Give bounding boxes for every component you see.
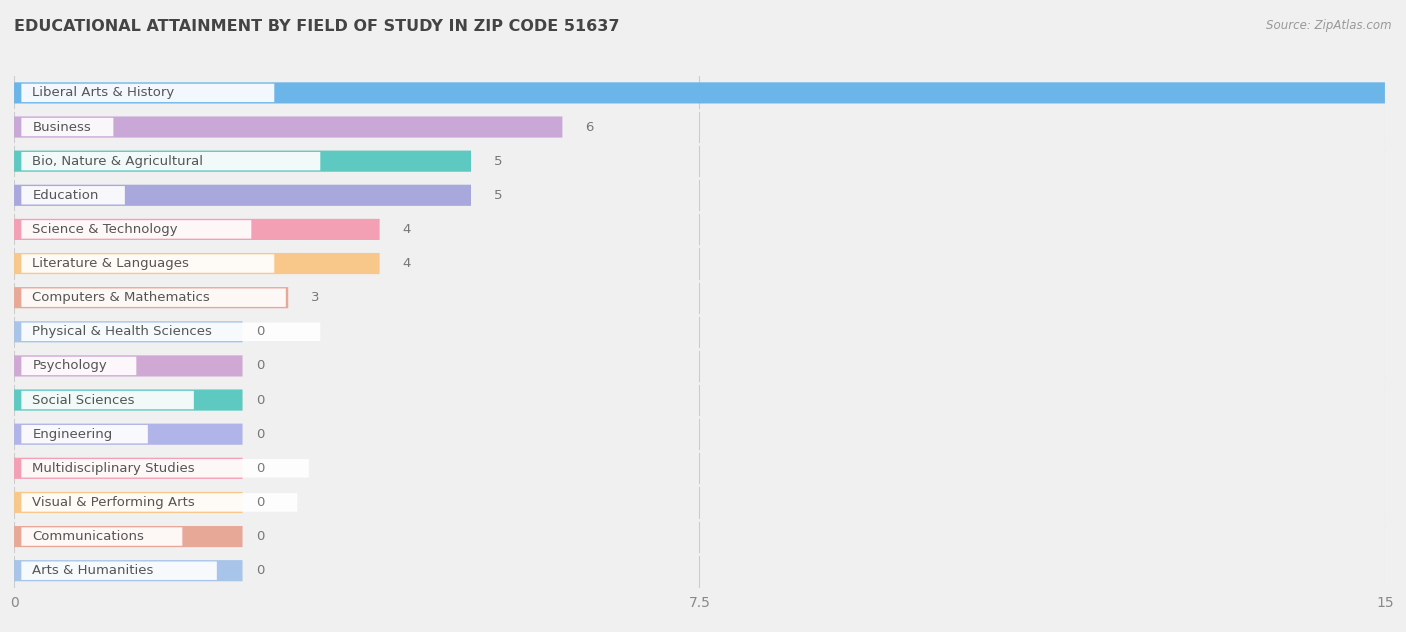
Text: 0: 0 (256, 496, 264, 509)
Text: 0: 0 (256, 530, 264, 543)
FancyBboxPatch shape (14, 150, 471, 172)
Text: 6: 6 (585, 121, 593, 133)
FancyBboxPatch shape (21, 186, 125, 205)
Text: EDUCATIONAL ATTAINMENT BY FIELD OF STUDY IN ZIP CODE 51637: EDUCATIONAL ATTAINMENT BY FIELD OF STUDY… (14, 19, 620, 34)
FancyBboxPatch shape (21, 288, 285, 307)
Text: Bio, Nature & Agricultural: Bio, Nature & Agricultural (32, 155, 204, 167)
Text: 0: 0 (256, 564, 264, 577)
FancyBboxPatch shape (14, 458, 243, 479)
Text: Liberal Arts & History: Liberal Arts & History (32, 87, 174, 99)
FancyBboxPatch shape (14, 355, 243, 377)
FancyBboxPatch shape (21, 254, 274, 273)
Text: Computers & Mathematics: Computers & Mathematics (32, 291, 209, 304)
FancyBboxPatch shape (14, 219, 380, 240)
Text: Arts & Humanities: Arts & Humanities (32, 564, 153, 577)
FancyBboxPatch shape (14, 492, 243, 513)
FancyBboxPatch shape (21, 561, 217, 580)
Text: 4: 4 (402, 223, 411, 236)
FancyBboxPatch shape (21, 391, 194, 410)
FancyBboxPatch shape (21, 459, 309, 478)
FancyBboxPatch shape (14, 389, 243, 411)
Text: 3: 3 (311, 291, 319, 304)
Text: Psychology: Psychology (32, 360, 107, 372)
FancyBboxPatch shape (21, 152, 321, 171)
Text: Visual & Performing Arts: Visual & Performing Arts (32, 496, 195, 509)
FancyBboxPatch shape (21, 322, 321, 341)
Text: Business: Business (32, 121, 91, 133)
FancyBboxPatch shape (14, 526, 243, 547)
FancyBboxPatch shape (21, 118, 114, 137)
Text: Source: ZipAtlas.com: Source: ZipAtlas.com (1267, 19, 1392, 32)
FancyBboxPatch shape (21, 527, 183, 546)
FancyBboxPatch shape (14, 287, 288, 308)
Text: 4: 4 (402, 257, 411, 270)
Text: 0: 0 (256, 360, 264, 372)
FancyBboxPatch shape (14, 185, 471, 206)
FancyBboxPatch shape (21, 83, 274, 102)
FancyBboxPatch shape (21, 356, 136, 375)
FancyBboxPatch shape (21, 425, 148, 444)
FancyBboxPatch shape (21, 493, 297, 512)
Text: Science & Technology: Science & Technology (32, 223, 179, 236)
FancyBboxPatch shape (14, 321, 243, 343)
FancyBboxPatch shape (14, 253, 380, 274)
FancyBboxPatch shape (14, 82, 1385, 104)
Text: 0: 0 (256, 428, 264, 441)
Text: Physical & Health Sciences: Physical & Health Sciences (32, 325, 212, 338)
FancyBboxPatch shape (14, 423, 243, 445)
Text: Multidisciplinary Studies: Multidisciplinary Studies (32, 462, 195, 475)
Text: Communications: Communications (32, 530, 145, 543)
Text: 5: 5 (494, 155, 502, 167)
Text: Social Sciences: Social Sciences (32, 394, 135, 406)
Text: 5: 5 (494, 189, 502, 202)
FancyBboxPatch shape (14, 560, 243, 581)
Text: 0: 0 (256, 394, 264, 406)
Text: Engineering: Engineering (32, 428, 112, 441)
Text: 0: 0 (256, 462, 264, 475)
Text: 0: 0 (256, 325, 264, 338)
Text: Education: Education (32, 189, 98, 202)
FancyBboxPatch shape (14, 116, 562, 138)
FancyBboxPatch shape (21, 220, 252, 239)
Text: Literature & Languages: Literature & Languages (32, 257, 190, 270)
